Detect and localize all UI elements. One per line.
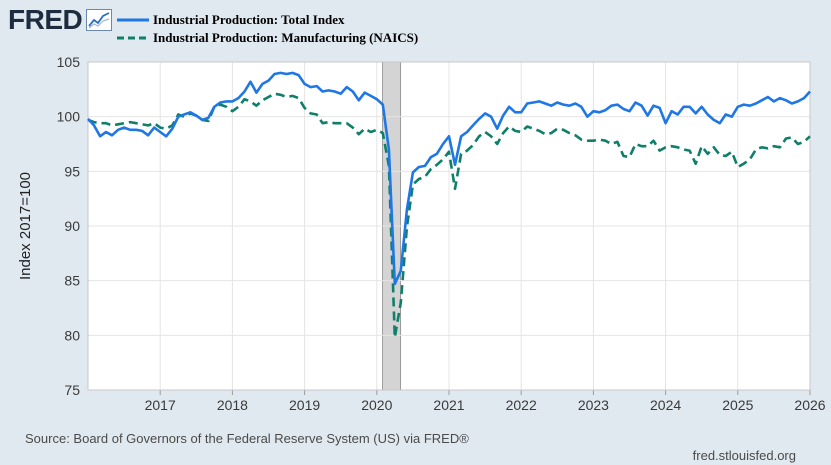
y-tick-label: 100 xyxy=(57,109,81,125)
legend-swatch-dashed xyxy=(117,36,149,40)
y-tick-label: 85 xyxy=(64,273,80,289)
y-tick-label: 80 xyxy=(64,327,80,343)
x-tick-label: 2019 xyxy=(289,397,320,413)
x-tick-label: 2018 xyxy=(217,397,248,413)
y-axis-label: Index 2017=100 xyxy=(17,172,34,280)
x-tick-label: 2022 xyxy=(506,397,537,413)
y-tick-label: 90 xyxy=(64,218,80,234)
x-tick-label: 2024 xyxy=(650,397,681,413)
y-tick-label: 75 xyxy=(64,382,80,398)
x-tick-label: 2020 xyxy=(361,397,392,413)
x-tick-label: 2021 xyxy=(433,397,464,413)
legend-item-total-index: Industrial Production: Total Index xyxy=(117,11,418,29)
y-tick-label: 95 xyxy=(64,163,80,179)
x-tick-label: 2025 xyxy=(722,397,753,413)
x-tick-label: 2017 xyxy=(145,397,176,413)
line-graph-icon xyxy=(86,9,113,31)
plot-border xyxy=(87,61,811,391)
legend-item-manufacturing: Industrial Production: Manufacturing (NA… xyxy=(117,29,418,47)
fred-logo[interactable]: FRED xyxy=(8,4,113,35)
fred-wordmark: FRED xyxy=(8,4,83,35)
x-tick-label: 2026 xyxy=(794,397,825,413)
legend-swatch-solid xyxy=(117,18,149,22)
legend-label-manufacturing: Industrial Production: Manufacturing (NA… xyxy=(153,30,419,45)
legend-label-total-index: Industrial Production: Total Index xyxy=(153,12,345,27)
series-line-total-index xyxy=(87,71,811,286)
x-tick-label: 2023 xyxy=(578,397,609,413)
source-note: Source: Board of Governors of the Federa… xyxy=(25,431,469,446)
chart-legend: Industrial Production: Total Index Indus… xyxy=(117,11,418,47)
series-line-manufacturing xyxy=(87,92,811,339)
y-tick-label: 105 xyxy=(57,54,81,70)
site-url[interactable]: fred.stlouisfed.org xyxy=(692,448,796,463)
